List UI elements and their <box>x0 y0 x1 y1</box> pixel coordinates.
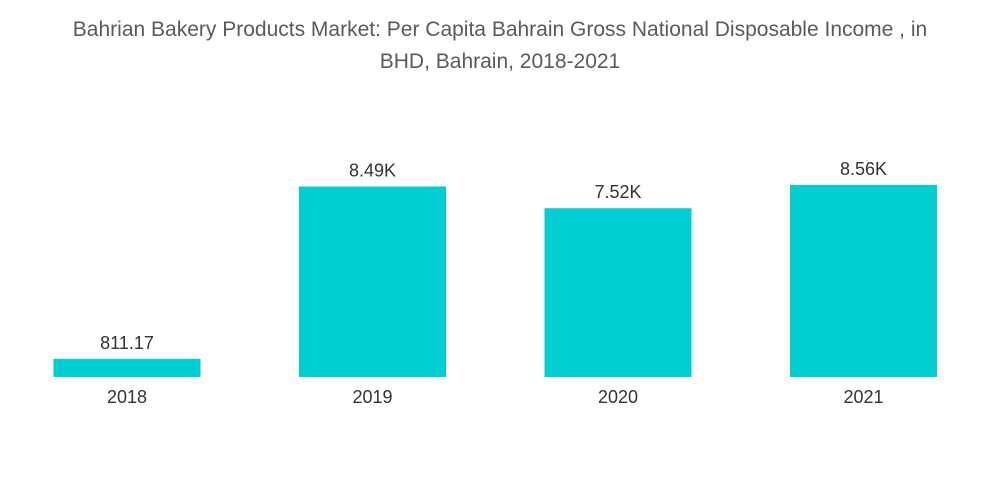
x-tick-label-2021: 2021 <box>843 387 883 407</box>
chart-title-line-2: BHD, Bahrain, 2018-2021 <box>379 50 621 73</box>
data-label-2019: 8.49K <box>349 160 396 180</box>
data-label-2020: 7.52K <box>594 182 641 202</box>
data-label-2021: 8.56K <box>840 159 887 179</box>
x-tick-label-2019: 2019 <box>352 387 392 407</box>
bar-2018 <box>53 358 201 377</box>
bar-2019 <box>299 186 446 377</box>
bar-2021 <box>790 184 937 377</box>
x-tick-label-2020: 2020 <box>598 387 638 407</box>
chart-title: Bahrian Bakery Products Market: Per Capi… <box>0 14 1000 78</box>
x-tick-label-2018: 2018 <box>107 387 147 407</box>
chart-title-line-1: Bahrian Bakery Products Market: Per Capi… <box>72 18 928 41</box>
data-label-2018: 811.17 <box>100 333 154 353</box>
bar-2020 <box>544 208 692 377</box>
